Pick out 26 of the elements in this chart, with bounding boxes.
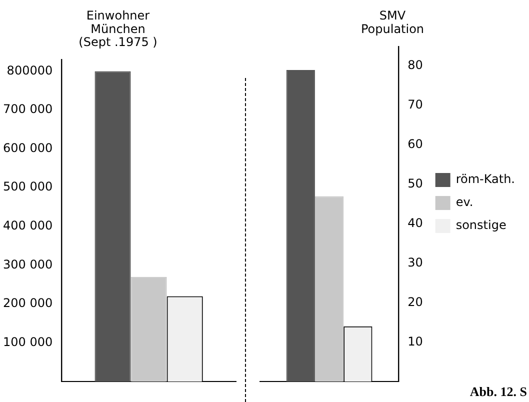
y-tick-label: 60 (408, 137, 423, 152)
caption: Abb. 12. S (470, 384, 527, 400)
y-tick-label: 80 (408, 58, 423, 72)
legend-label: röm-Kath. (456, 172, 516, 186)
bar (286, 70, 315, 382)
y-tick-label: 600 000 (3, 140, 53, 155)
bar (94, 71, 131, 382)
y-tick-label: 700 000 (3, 102, 53, 116)
y-tick-label: 800000 (6, 63, 53, 78)
bar (130, 276, 167, 382)
y-tick-label: 40 (408, 216, 423, 230)
y-tick-label: 20 (408, 294, 423, 309)
y-tick-label: 30 (408, 255, 423, 270)
y-tick-label: 400 000 (3, 218, 53, 233)
chart-title: SMV Population (360, 8, 424, 36)
y-tick-label: 300 000 (3, 257, 53, 272)
y-tick-label: 200 000 (3, 296, 53, 310)
y-tick-label: 100 000 (3, 334, 53, 349)
bar (314, 196, 344, 382)
legend-label: sonstige (456, 218, 506, 232)
y-tick-label: 500 000 (3, 180, 53, 194)
legend-label: ev. (456, 195, 474, 210)
chart-title: Einwohner München (Sept .1975 ) (78, 8, 158, 50)
y-tick-label: 50 (408, 176, 423, 191)
y-tick-label: 70 (408, 98, 423, 112)
y-tick-label: 10 (408, 334, 423, 348)
